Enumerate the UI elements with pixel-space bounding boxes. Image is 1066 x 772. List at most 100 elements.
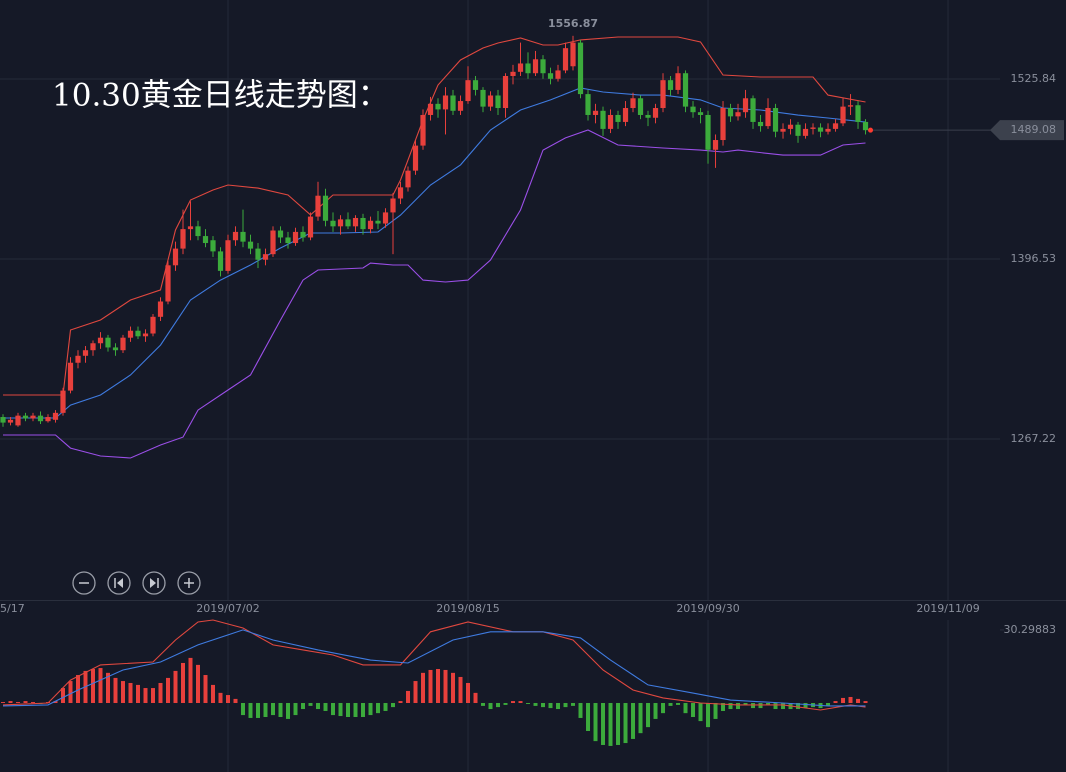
- candle-body: [735, 112, 741, 117]
- navigation: [72, 571, 201, 595]
- histogram-bar: [803, 703, 808, 709]
- candle-body: [472, 80, 479, 90]
- histogram-bar: [856, 698, 861, 704]
- candle-body: [412, 145, 419, 171]
- histogram-bar: [631, 703, 636, 739]
- candle-body: [232, 231, 239, 241]
- histogram-bar: [173, 670, 178, 704]
- histogram-bar: [646, 703, 651, 728]
- histogram-bar: [76, 675, 81, 704]
- histogram-bar: [608, 703, 613, 746]
- candle-body: [562, 48, 569, 71]
- histogram-bar: [638, 703, 643, 734]
- candle-body: [720, 108, 726, 141]
- candle-body: [645, 114, 651, 118]
- candle-body: [697, 112, 704, 115]
- candle-body: [480, 89, 486, 107]
- histogram-bar: [436, 668, 441, 704]
- labels: 1267.22 1396.53 1525.84 5/17 2019/07/02 2019/…: [0, 17, 1064, 636]
- candle-body: [802, 128, 809, 136]
- y-tick-label: 30.29883: [1004, 623, 1057, 636]
- candle-body: [652, 108, 659, 118]
- candle-body: [60, 390, 66, 413]
- candle-body: [667, 80, 674, 90]
- candle-body: [142, 333, 149, 337]
- histogram-bar: [271, 703, 276, 716]
- histogram-bar: [61, 688, 66, 704]
- candle-body: [525, 63, 531, 74]
- histogram-bar: [383, 703, 388, 711]
- candle-body: [135, 330, 141, 337]
- candle-body: [195, 226, 201, 237]
- histogram-bar: [691, 703, 696, 717]
- histogram-bar: [338, 703, 343, 717]
- next-button[interactable]: [142, 571, 166, 595]
- histogram-bar: [68, 681, 73, 704]
- candle-body: [615, 114, 621, 122]
- candle-body: [427, 103, 434, 115]
- histogram-bar: [8, 701, 13, 704]
- candle-body: [322, 195, 329, 221]
- candle-body: [300, 231, 306, 238]
- histogram-bar: [503, 703, 508, 705]
- histogram-bar: [863, 701, 868, 704]
- candle-body: [120, 337, 126, 351]
- candle-body: [675, 73, 681, 90]
- candle-body: [315, 195, 321, 217]
- histogram-bar: [661, 703, 666, 714]
- histogram-bar: [481, 703, 486, 706]
- y-tick-label: 1525.84: [1011, 72, 1057, 85]
- histogram-bar: [406, 690, 411, 704]
- histogram-bar: [458, 676, 463, 704]
- histogram-bar: [391, 703, 396, 708]
- candle-body: [495, 95, 501, 109]
- histogram-bar: [496, 703, 501, 708]
- histogram-bar: [743, 703, 748, 705]
- histogram-bar: [758, 703, 763, 709]
- candle-body: [82, 350, 89, 356]
- histogram-bar: [541, 703, 546, 708]
- histogram-bar: [848, 696, 853, 704]
- y-tick-label: 1396.53: [1011, 252, 1057, 265]
- histogram-bar: [158, 682, 163, 704]
- candle-body: [405, 170, 411, 188]
- histogram-bar: [323, 703, 328, 711]
- candle-body: [727, 108, 734, 117]
- histogram-bar: [121, 681, 126, 704]
- zoom-in-button[interactable]: [177, 571, 201, 595]
- candle-body: [487, 95, 494, 107]
- y-tick-label: 1267.22: [1011, 432, 1057, 445]
- candle-body: [22, 415, 29, 419]
- candle-body: [607, 114, 614, 129]
- candle-body: [712, 140, 719, 150]
- histogram-bar: [376, 703, 381, 714]
- candle-body: [570, 42, 576, 67]
- histogram-bar: [826, 703, 831, 706]
- candle-body: [630, 98, 636, 109]
- candle-body: [810, 127, 816, 129]
- candle-body: [112, 347, 119, 351]
- histogram-bar: [241, 703, 246, 716]
- zoom-out-button[interactable]: [72, 571, 96, 595]
- previous-button[interactable]: [107, 571, 131, 595]
- histogram-bar: [556, 703, 561, 710]
- candle-body: [30, 415, 36, 419]
- candle-body: [622, 108, 629, 122]
- histogram-bar: [668, 703, 673, 706]
- candle-body: [600, 110, 606, 129]
- histogram-bar: [31, 702, 36, 704]
- histogram-bar: [721, 703, 726, 711]
- candle-body: [517, 63, 524, 72]
- histogram-bar: [623, 703, 628, 744]
- candle-body: [540, 59, 546, 74]
- candle-body: [247, 241, 254, 249]
- candle-body: [270, 230, 276, 255]
- candle-body: [637, 98, 644, 115]
- indicator-line: [3, 87, 866, 419]
- histogram-bar: [278, 703, 283, 717]
- candle-body: [337, 219, 344, 227]
- candle-body: [555, 70, 561, 79]
- candle-body: [172, 248, 179, 266]
- candle-body: [375, 220, 381, 224]
- histogram-bar: [331, 703, 336, 716]
